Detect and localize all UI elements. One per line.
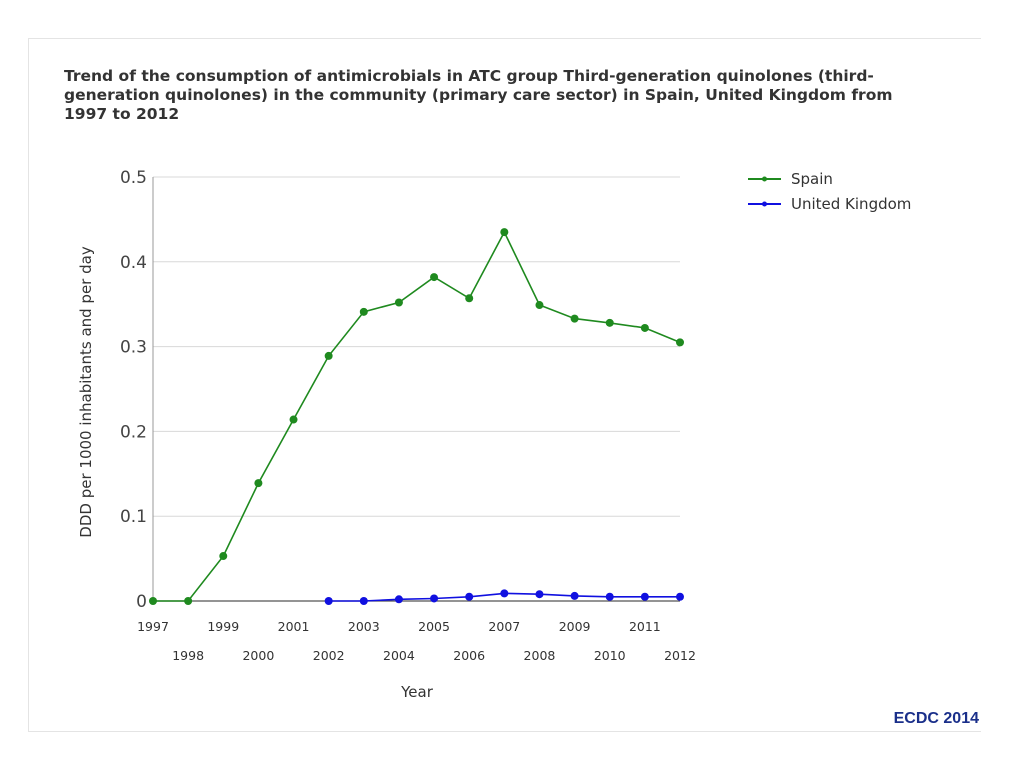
- x-tick-label: 2005: [418, 619, 450, 634]
- chart-frame: [28, 38, 981, 732]
- data-point[interactable]: [359, 307, 368, 316]
- x-tick-label: 2003: [348, 619, 380, 634]
- data-point[interactable]: [359, 597, 368, 605]
- legend-label[interactable]: Spain: [791, 170, 833, 188]
- x-tick-label: 2002: [313, 648, 345, 663]
- y-tick-label: 0.3: [120, 338, 147, 358]
- data-point[interactable]: [465, 294, 474, 303]
- x-tick-label: 1997: [137, 619, 169, 634]
- data-point[interactable]: [430, 273, 439, 282]
- legend-marker: [762, 176, 767, 182]
- x-tick-label: 2009: [559, 619, 591, 634]
- data-point[interactable]: [289, 415, 298, 424]
- data-point[interactable]: [570, 314, 579, 323]
- x-tick-label: 2006: [453, 648, 485, 663]
- data-point[interactable]: [500, 228, 509, 237]
- y-tick-label: 0.1: [120, 507, 147, 527]
- data-point[interactable]: [430, 594, 439, 603]
- x-axis-label: Year: [400, 683, 434, 701]
- y-axis-label: DDD per 1000 inhabitants and per day: [77, 246, 95, 538]
- data-point[interactable]: [394, 595, 403, 604]
- data-point[interactable]: [640, 323, 649, 332]
- series-line: [153, 230, 681, 602]
- chart-title: Trend of the consumption of antimicrobia…: [64, 67, 893, 123]
- data-point[interactable]: [465, 592, 474, 601]
- data-point[interactable]: [184, 597, 193, 605]
- data-point[interactable]: [676, 338, 684, 347]
- legend-marker: [762, 201, 767, 207]
- data-point[interactable]: [324, 351, 333, 360]
- legend: Spain United Kingdom: [748, 170, 911, 213]
- data-point[interactable]: [149, 597, 157, 605]
- x-tick-label: 2010: [594, 648, 626, 663]
- x-tick-label: 1999: [207, 619, 239, 634]
- data-point[interactable]: [640, 592, 649, 601]
- data-point[interactable]: [605, 318, 614, 327]
- x-tick-label: 2007: [488, 619, 520, 634]
- series-lines: [149, 228, 684, 605]
- y-tick-label: 0.5: [120, 168, 147, 188]
- x-tick-label: 2008: [524, 648, 556, 663]
- data-point[interactable]: [535, 301, 544, 310]
- x-tick-label: 2001: [278, 619, 310, 634]
- x-tick-label: 2000: [242, 648, 274, 663]
- y-tick-label: 0.4: [120, 253, 147, 273]
- y-tick-label: 0.2: [120, 422, 147, 442]
- data-point[interactable]: [500, 589, 509, 598]
- x-tick-label: 1998: [172, 648, 204, 663]
- y-tick-label: 0: [136, 592, 147, 612]
- data-point[interactable]: [535, 590, 544, 599]
- y-tick-labels: 0 0.1 0.2 0.3 0.4 0.5: [120, 168, 147, 612]
- data-point[interactable]: [605, 592, 614, 601]
- source-credit: ECDC 2014: [893, 710, 979, 727]
- data-point[interactable]: [676, 592, 684, 601]
- x-tick-label: 2011: [629, 619, 661, 634]
- data-point[interactable]: [394, 298, 403, 307]
- data-point[interactable]: [254, 479, 263, 488]
- data-point[interactable]: [219, 552, 228, 561]
- axes: [152, 177, 680, 602]
- x-tick-label: 2012: [664, 648, 696, 663]
- data-point[interactable]: [570, 591, 579, 600]
- data-point[interactable]: [324, 597, 333, 605]
- legend-label[interactable]: United Kingdom: [791, 195, 911, 213]
- gridlines: [153, 176, 680, 517]
- x-tick-label: 2004: [383, 648, 415, 663]
